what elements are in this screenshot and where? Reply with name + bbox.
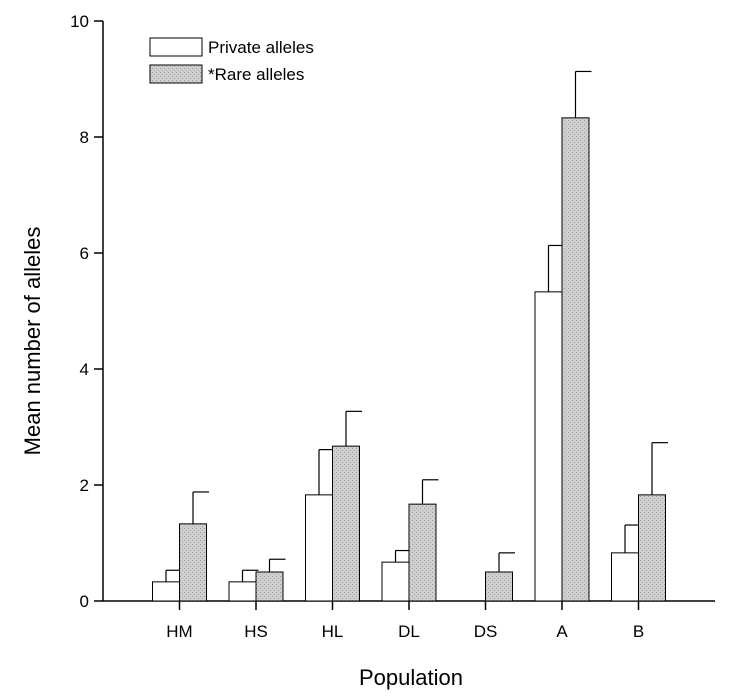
x-tick-label: A [556,622,568,641]
bar-rare-alleles [408,503,437,602]
x-axis-label: Population [359,665,463,690]
x-tick-label: DS [474,622,498,641]
y-tick-label: 8 [80,128,89,147]
bar-private-alleles [152,581,180,602]
x-tick-label: B [633,622,644,641]
x-tick-label: DL [398,622,420,641]
bar-rare-alleles [638,494,666,602]
bar-rare-alleles [255,571,284,602]
y-axis-label: Mean number of alleles [20,227,45,456]
x-tick-label: HL [322,622,344,641]
x-tick-label: HS [244,622,268,641]
bar-private-alleles [381,561,410,602]
legend-swatch [149,37,203,57]
bar-rare-alleles [332,445,360,602]
bar-rare-alleles [485,571,513,602]
y-tick-label: 4 [80,360,89,379]
bar-private-alleles [305,494,333,602]
bar-private-alleles [228,581,257,602]
legend-label: Private alleles [208,38,314,57]
x-tick-label: HM [166,622,192,641]
y-tick-label: 10 [70,12,89,31]
y-tick-label: 0 [80,592,89,611]
bar-rare-alleles [179,523,207,602]
bar-private-alleles [534,291,563,602]
legend-label: *Rare alleles [208,65,304,84]
bar-private-alleles [611,552,639,602]
bar-rare-alleles [561,117,590,602]
y-tick-label: 2 [80,476,89,495]
legend-swatch [149,64,203,84]
y-tick-label: 6 [80,244,89,263]
